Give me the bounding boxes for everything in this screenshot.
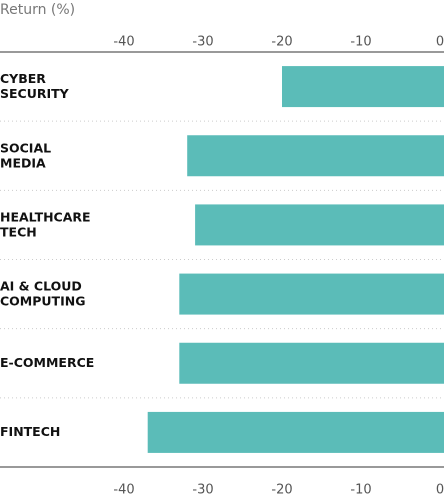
bar [187, 135, 444, 177]
bar [282, 66, 444, 108]
chart-title: Return (%) [0, 2, 75, 18]
bar [195, 204, 444, 246]
category-label: SOCIAL MEDIA [0, 140, 51, 170]
x-tick-label: -10 [350, 35, 371, 50]
x-tick-label: -20 [271, 35, 292, 50]
x-tick-label: -40 [113, 35, 134, 50]
x-tick-label: -10 [350, 483, 371, 496]
category-label: CYBER SECURITY [0, 71, 70, 101]
x-tick-label: 0 [436, 35, 444, 50]
bar [179, 342, 444, 384]
category-label: E-COMMERCE [0, 355, 94, 370]
bar [179, 273, 444, 315]
x-tick-label: -30 [192, 35, 213, 50]
bar [147, 411, 444, 453]
category-label: FINTECH [0, 424, 60, 439]
x-tick-label: -30 [192, 483, 213, 496]
x-tick-label: -40 [113, 483, 134, 496]
x-tick-label: -20 [271, 483, 292, 496]
x-tick-label: 0 [436, 483, 444, 496]
category-label: AI & CLOUD COMPUTING [0, 278, 85, 308]
category-label: HEALTHCARE TECH [0, 209, 91, 239]
